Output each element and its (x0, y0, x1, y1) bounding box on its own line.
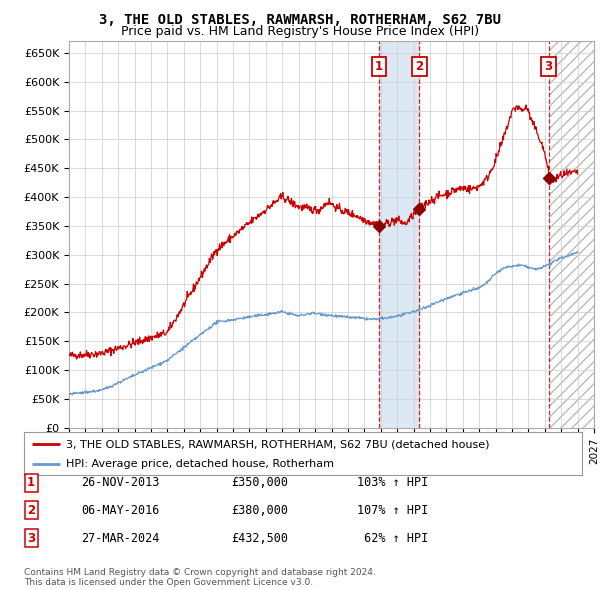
Text: 2: 2 (415, 60, 424, 73)
Text: 3: 3 (544, 60, 553, 73)
Text: 27-MAR-2024: 27-MAR-2024 (81, 532, 160, 545)
Text: 1: 1 (375, 60, 383, 73)
Text: 1: 1 (27, 476, 35, 489)
Text: 3: 3 (27, 532, 35, 545)
Text: Contains HM Land Registry data © Crown copyright and database right 2024.
This d: Contains HM Land Registry data © Crown c… (24, 568, 376, 587)
Text: 107% ↑ HPI: 107% ↑ HPI (357, 504, 428, 517)
Text: Price paid vs. HM Land Registry's House Price Index (HPI): Price paid vs. HM Land Registry's House … (121, 25, 479, 38)
Text: 06-MAY-2016: 06-MAY-2016 (81, 504, 160, 517)
Text: 26-NOV-2013: 26-NOV-2013 (81, 476, 160, 489)
Text: £350,000: £350,000 (231, 476, 288, 489)
Text: £380,000: £380,000 (231, 504, 288, 517)
Text: 103% ↑ HPI: 103% ↑ HPI (357, 476, 428, 489)
Text: 62% ↑ HPI: 62% ↑ HPI (357, 532, 428, 545)
Bar (548, 41, 594, 428)
Bar (379, 41, 419, 428)
Text: 2: 2 (27, 504, 35, 517)
Text: 3, THE OLD STABLES, RAWMARSH, ROTHERHAM, S62 7BU (detached house): 3, THE OLD STABLES, RAWMARSH, ROTHERHAM,… (66, 440, 490, 450)
Text: HPI: Average price, detached house, Rotherham: HPI: Average price, detached house, Roth… (66, 460, 334, 469)
Text: £432,500: £432,500 (231, 532, 288, 545)
Text: 3, THE OLD STABLES, RAWMARSH, ROTHERHAM, S62 7BU: 3, THE OLD STABLES, RAWMARSH, ROTHERHAM,… (99, 13, 501, 27)
